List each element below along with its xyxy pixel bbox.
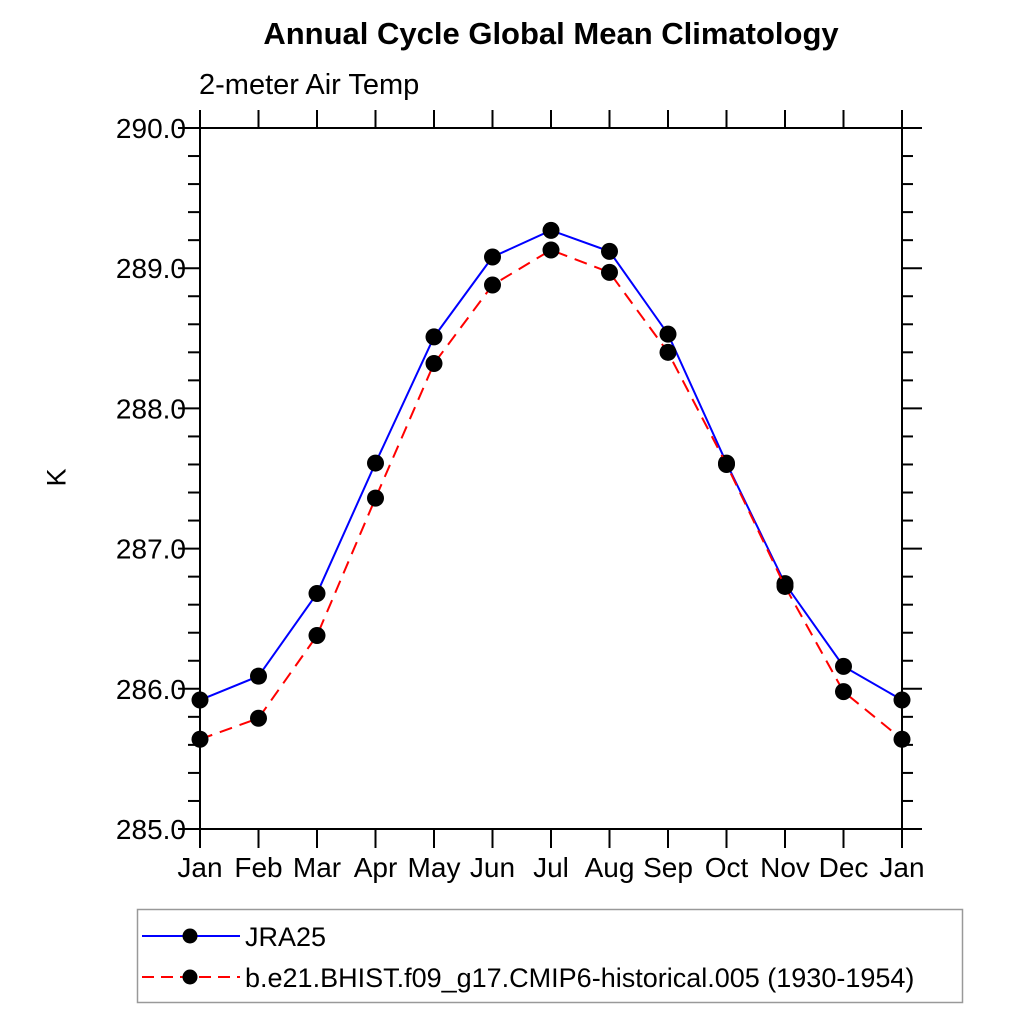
y-tick-label: 287.0 <box>116 534 186 565</box>
data-point-series-1 <box>425 355 443 373</box>
x-tick-label: Dec <box>819 852 869 883</box>
data-point-series-1 <box>718 455 735 473</box>
y-tick-label: 288.0 <box>116 393 186 424</box>
x-tick-label: Jun <box>470 852 515 883</box>
x-tick-label: Sep <box>643 852 693 883</box>
data-point-series-0 <box>601 242 618 260</box>
data-point-series-0 <box>191 691 209 709</box>
series-line-1 <box>199 248 903 741</box>
data-point-series-1 <box>835 683 852 701</box>
data-point-series-1 <box>308 627 326 645</box>
data-point-series-1 <box>776 577 794 595</box>
data-point-series-0 <box>659 325 677 343</box>
data-point-series-1 <box>601 263 618 281</box>
x-tick-label: Jul <box>533 852 569 883</box>
data-point-series-1 <box>367 489 384 507</box>
data-point-series-0 <box>484 248 501 266</box>
data-point-series-0 <box>835 657 852 675</box>
x-tick-label: Aug <box>585 852 635 883</box>
x-tick-label: Feb <box>234 852 282 883</box>
legend-label-0: JRA25 <box>245 922 326 952</box>
data-point-series-0 <box>367 454 384 472</box>
data-point-series-1 <box>893 730 911 748</box>
data-point-series-1 <box>484 276 501 294</box>
x-tick-label: Oct <box>705 852 749 883</box>
x-tick-label: Nov <box>760 852 810 883</box>
chart-subtitle: 2-meter Air Temp <box>199 69 420 101</box>
chart-title: Annual Cycle Global Mean Climatology <box>263 16 839 51</box>
series-line-0 <box>199 229 903 701</box>
data-point-series-0 <box>425 328 443 346</box>
y-tick-label: 290.0 <box>116 113 186 144</box>
legend-box <box>136 908 964 1004</box>
data-point-series-1 <box>659 343 677 361</box>
x-tick-label: Jan <box>879 852 924 883</box>
data-point-series-1 <box>250 709 267 727</box>
data-point-series-0 <box>542 221 560 239</box>
legend-label-1: b.e21.BHIST.f09_g17.CMIP6-historical.005… <box>245 963 914 993</box>
y-tick-label: 285.0 <box>116 814 186 845</box>
data-point-series-1 <box>191 730 209 748</box>
legend-marker-sample-1 <box>182 969 198 985</box>
x-tick-label: May <box>408 852 461 883</box>
y-tick-label: 286.0 <box>116 674 186 705</box>
data-point-series-0 <box>893 691 911 709</box>
x-tick-label: Jan <box>177 852 222 883</box>
x-tick-label: Mar <box>293 852 341 883</box>
data-point-series-0 <box>308 584 326 602</box>
data-point-series-1 <box>542 241 560 259</box>
legend-marker-sample-0 <box>182 928 198 944</box>
y-tick-label: 289.0 <box>116 253 186 284</box>
data-point-series-0 <box>250 667 267 685</box>
x-tick-label: Apr <box>354 852 398 883</box>
